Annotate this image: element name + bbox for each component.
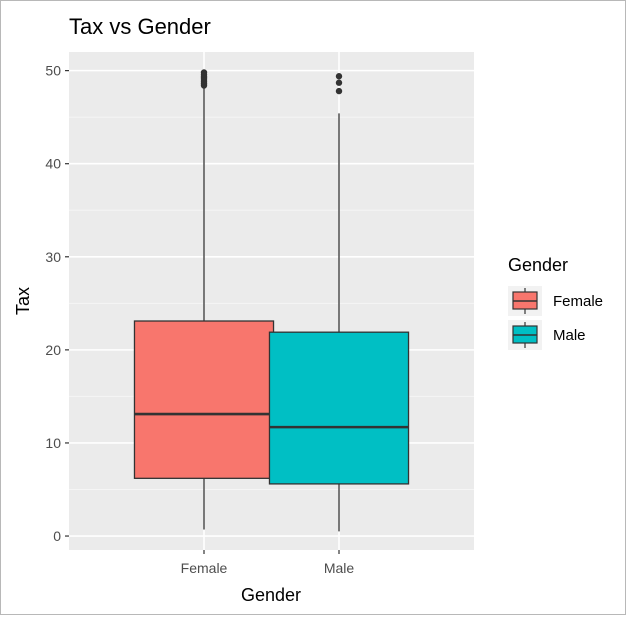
y-tick-label: 0	[53, 528, 61, 544]
outlier-point	[335, 73, 343, 80]
box-iqr	[133, 320, 275, 479]
legend-item-female: Female	[508, 286, 603, 316]
box-male	[268, 73, 410, 532]
box-female	[133, 69, 275, 530]
y-axis: 0 10 20 30 40 50	[45, 63, 69, 544]
y-tick-label: 40	[45, 156, 61, 172]
y-axis-label: Tax	[13, 287, 33, 315]
x-tick-label: Male	[324, 560, 355, 576]
legend-item-male: Male	[508, 320, 586, 350]
outlier-point	[200, 69, 208, 76]
outlier-point	[335, 79, 343, 86]
legend-label: Female	[553, 293, 603, 310]
boxes	[133, 69, 410, 532]
x-axis: Female Male	[181, 550, 355, 576]
x-tick-label: Female	[181, 560, 228, 576]
box-iqr	[268, 331, 410, 485]
x-axis-label: Gender	[241, 585, 301, 605]
y-tick-label: 50	[45, 63, 61, 79]
y-tick-label: 30	[45, 249, 61, 265]
outlier-point	[335, 87, 343, 95]
legend-label: Male	[553, 327, 586, 344]
y-tick-label: 20	[45, 342, 61, 358]
y-tick-label: 10	[45, 435, 61, 451]
legend-title: Gender	[508, 255, 568, 275]
chart-title: Tax vs Gender	[69, 14, 211, 39]
legend: Gender Female Male	[508, 255, 603, 350]
